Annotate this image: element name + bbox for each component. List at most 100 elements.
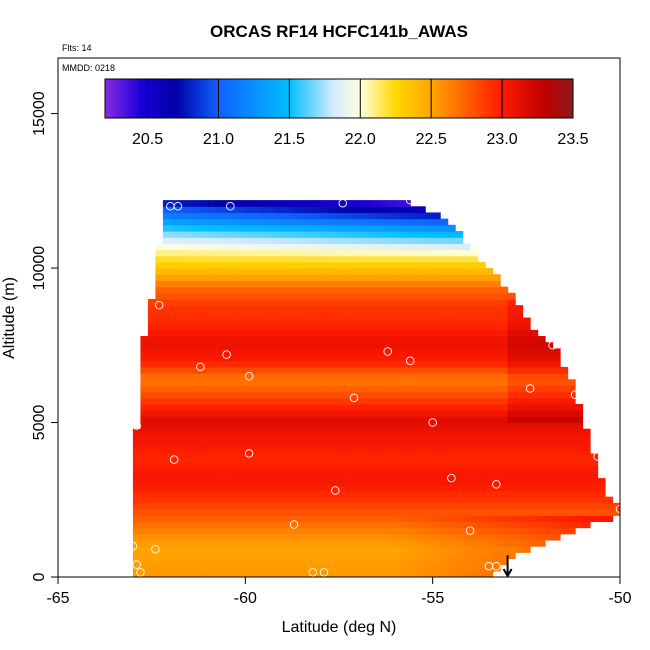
heatmap-cell — [162, 373, 171, 380]
sample-point — [151, 544, 160, 554]
heatmap-cell — [560, 379, 569, 387]
heatmap-cell — [312, 490, 321, 498]
heatmap-cell — [252, 397, 261, 405]
heatmap-cell — [177, 502, 186, 510]
heatmap-cell — [515, 317, 524, 325]
heatmap-cell — [170, 336, 179, 343]
heatmap-cell — [395, 206, 404, 214]
heatmap-cell — [470, 311, 479, 319]
heatmap-cell — [275, 373, 284, 380]
heatmap-cell — [200, 397, 209, 405]
heatmap-cell — [230, 391, 239, 399]
heatmap-cell — [162, 379, 171, 387]
heatmap-cell — [357, 261, 366, 269]
heatmap-cell — [237, 397, 246, 405]
heatmap-cell — [530, 428, 539, 436]
heatmap-cell — [260, 348, 269, 356]
heatmap-cell — [417, 484, 426, 492]
heatmap-cell — [222, 237, 231, 244]
heatmap-cell — [260, 231, 269, 238]
heatmap-cell — [582, 453, 591, 461]
heatmap-cell — [162, 218, 171, 226]
heatmap-cell — [192, 348, 201, 356]
heatmap-cell — [162, 305, 171, 312]
heatmap-cell — [425, 428, 434, 436]
heatmap-cell — [335, 558, 344, 566]
heatmap-cell — [290, 570, 299, 577]
heatmap-cell — [230, 471, 239, 479]
heatmap-cell — [417, 317, 426, 325]
heatmap-cell — [552, 373, 561, 380]
heatmap-cell — [492, 379, 501, 387]
heatmap-cell — [275, 471, 284, 479]
heatmap-cell — [275, 348, 284, 356]
heatmap-cell — [500, 546, 509, 553]
heatmap-cell — [305, 348, 314, 356]
heatmap-cell — [492, 564, 501, 572]
heatmap-cell — [350, 521, 359, 529]
heatmap-cell — [425, 496, 434, 504]
heatmap-cell — [155, 354, 164, 362]
heatmap-cell — [462, 552, 471, 560]
heatmap-cell — [500, 385, 509, 393]
heatmap-cell — [470, 496, 479, 504]
heatmap-cell — [342, 552, 351, 560]
heatmap-cell — [372, 570, 381, 577]
heatmap-cell — [425, 434, 434, 442]
heatmap-cell — [590, 490, 599, 498]
heatmap-cell — [222, 484, 231, 492]
heatmap-cell — [297, 558, 306, 566]
heatmap-cell — [320, 539, 329, 547]
heatmap-cell — [470, 533, 479, 541]
heatmap-cell — [395, 243, 404, 251]
heatmap-cell — [365, 379, 374, 387]
heatmap-cell — [185, 404, 194, 411]
heatmap-cell — [252, 224, 261, 232]
heatmap-cell — [252, 546, 261, 553]
heatmap-cell — [132, 447, 142, 455]
heatmap-cell — [357, 509, 366, 516]
heatmap-cell — [162, 459, 171, 467]
heatmap-cell — [515, 311, 524, 319]
heatmap-cell — [380, 564, 389, 572]
heatmap-cell — [185, 317, 194, 325]
heatmap-cell — [470, 336, 479, 343]
heatmap-cell — [432, 317, 441, 325]
heatmap-cell — [185, 558, 194, 566]
heatmap-cell — [515, 459, 524, 467]
heatmap-cell — [185, 336, 194, 343]
heatmap-cell — [432, 298, 441, 306]
heatmap-cell — [252, 484, 261, 492]
heatmap-cell — [545, 397, 554, 405]
heatmap-cell — [170, 410, 179, 417]
heatmap-cell — [455, 255, 464, 263]
heatmap-cell — [200, 354, 209, 362]
heatmap-cell — [567, 478, 576, 485]
heatmap-cell — [192, 447, 201, 455]
heatmap-cell — [425, 311, 434, 319]
heatmap-cell — [215, 354, 224, 362]
heatmap-cell — [402, 465, 411, 473]
heatmap-cell — [305, 305, 314, 312]
heatmap-cell — [380, 373, 389, 380]
heatmap-cell — [170, 224, 179, 232]
heatmap-cell — [387, 478, 396, 485]
heatmap-cell — [335, 336, 344, 343]
heatmap-cell — [327, 243, 336, 251]
heatmap-cell — [560, 434, 569, 442]
heatmap-cell — [282, 298, 291, 306]
heatmap-cell — [545, 471, 554, 479]
heatmap-cell — [267, 564, 276, 572]
heatmap-cell — [297, 521, 306, 529]
heatmap-cell — [147, 348, 157, 356]
heatmap-cell — [222, 453, 231, 461]
heatmap-cell — [365, 558, 374, 566]
heatmap-cell — [185, 342, 194, 349]
heatmap-cell — [275, 249, 284, 257]
heatmap-cell — [177, 484, 186, 492]
heatmap-cell — [192, 496, 201, 504]
heatmap-cell — [297, 385, 306, 393]
heatmap-cell — [132, 484, 142, 492]
heatmap-cell — [530, 366, 539, 374]
heatmap-cell — [357, 243, 366, 251]
